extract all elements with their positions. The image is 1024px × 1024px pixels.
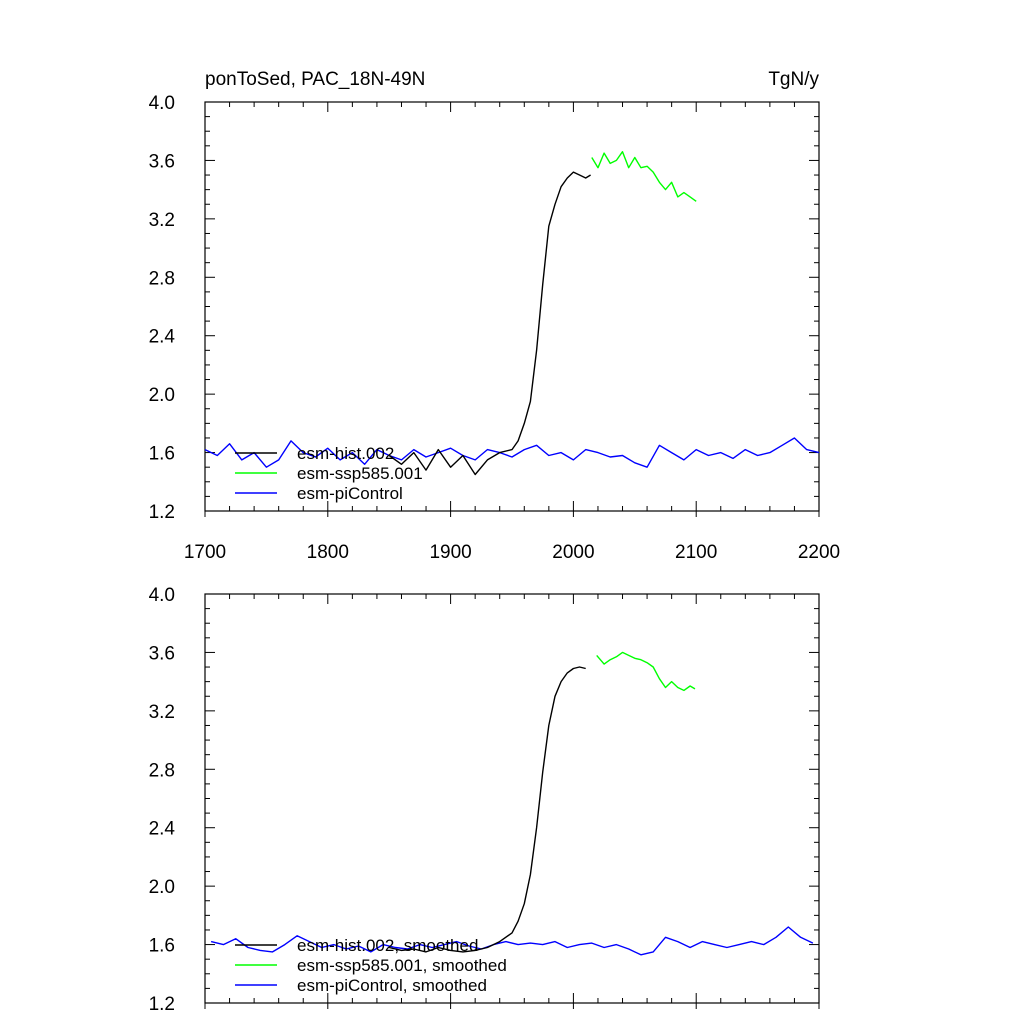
y-tick-label: 1.2 (149, 994, 175, 1015)
y-axis: 1.2 1.6 2.0 2.4 2.8 3.2 3.6 4.0 (149, 93, 819, 523)
legend-label-esm-ssp585-001: esm-ssp585.001 (297, 464, 423, 483)
series-line-esm-ssp585-001-smoothed (596, 651, 696, 692)
legend-label-esm-hist-002: esm-hist.002 (297, 444, 394, 463)
y-tick-label: 2.8 (149, 268, 175, 289)
legend-label-esm-hist-002-smoothed: esm-hist.002, smoothed (297, 936, 478, 955)
series-group (204, 150, 820, 476)
x-tick-label: 2200 (798, 542, 840, 563)
x-axis: 1700 1800 1900 2000 2100 2200 (184, 102, 840, 563)
y-axis: 1.2 1.6 2.0 2.4 2.8 3.2 3.6 4.0 (149, 585, 819, 1015)
chart-title: ponToSed, PAC_18N-49N (205, 69, 425, 90)
legend-label-esm-ssp585-001-smoothed: esm-ssp585.001, smoothed (297, 956, 507, 975)
y-tick-label: 3.2 (149, 702, 175, 723)
y-tick-label: 2.8 (149, 760, 175, 781)
y-tick-label: 2.0 (149, 877, 175, 898)
x-tick-label: 1900 (429, 542, 471, 563)
series-line-esm-ssp585-001 (591, 150, 697, 202)
y-tick-label: 2.0 (149, 385, 175, 406)
x-tick-label: 2100 (675, 542, 717, 563)
y-tick-label: 3.2 (149, 210, 175, 231)
chart-panel-bottom: 1.2 1.6 2.0 2.4 2.8 3.2 3.6 4.0 esm-hist.002, s… (149, 585, 820, 1015)
y-tick-label: 3.6 (149, 151, 175, 172)
y-tick-label: 3.6 (149, 643, 175, 664)
series-group (210, 651, 814, 956)
x-tick-label: 1800 (307, 542, 349, 563)
y-tick-label: 4.0 (149, 93, 175, 114)
chart-panel-top: ponToSed, PAC_18N-49N TgN/y 1.2 1.6 2.0 2.4… (149, 69, 841, 563)
legend-label-esm-picontrol-smoothed: esm-piControl, smoothed (297, 976, 487, 995)
y-tick-label: 4.0 (149, 585, 175, 606)
series-line-esm-hist-002-smoothed (389, 666, 586, 953)
chart-units: TgN/y (768, 69, 819, 90)
series-line-esm-hist-002 (388, 171, 591, 476)
y-tick-label: 2.4 (149, 819, 176, 840)
series-line-esm-picontrol (204, 437, 820, 468)
y-tick-label: 1.6 (149, 936, 175, 957)
series-line-esm-picontrol-smoothed (210, 926, 814, 956)
y-tick-label: 1.6 (149, 444, 175, 465)
x-tick-label: 1700 (184, 542, 226, 563)
legend-label-esm-picontrol: esm-piControl (297, 484, 403, 503)
y-tick-label: 1.2 (149, 502, 175, 523)
y-tick-label: 2.4 (149, 327, 176, 348)
x-tick-label: 2000 (552, 542, 594, 563)
x-axis (204, 594, 820, 1009)
